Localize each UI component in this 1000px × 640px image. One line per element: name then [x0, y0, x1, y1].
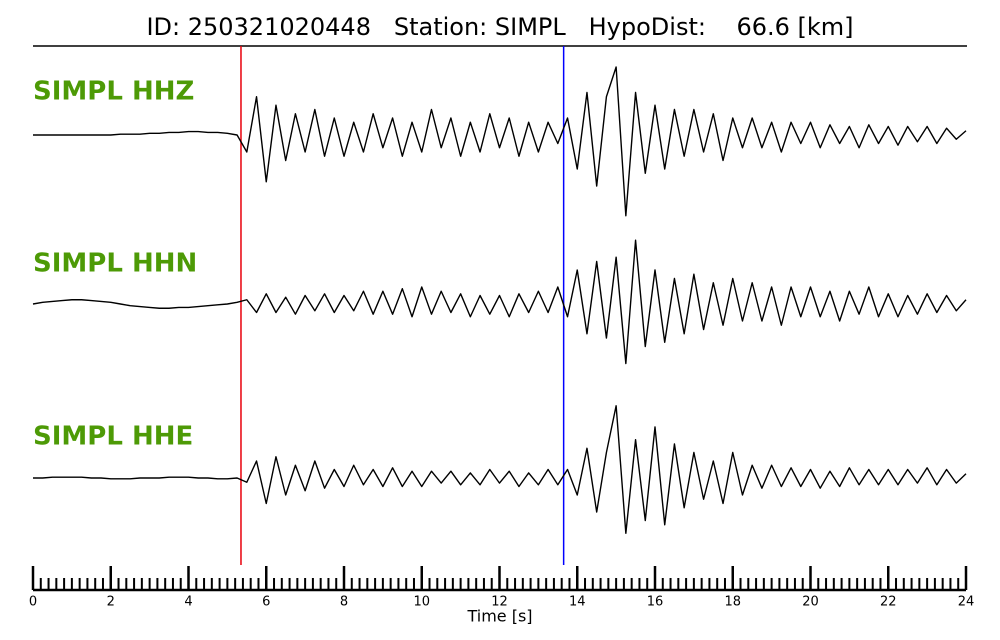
trace-label: SIMPL HHN — [33, 249, 197, 279]
chart-title: ID: 250321020448 Station: SIMPL HypoDist… — [146, 13, 853, 41]
x-tick-label: 22 — [880, 595, 897, 610]
x-tick-label: 2 — [107, 595, 115, 610]
x-axis-label: Time [s] — [466, 607, 532, 626]
x-tick-label: 24 — [958, 595, 975, 610]
x-tick-label: 10 — [413, 595, 430, 610]
waveform — [33, 405, 967, 534]
waveform — [33, 66, 967, 217]
x-tick-label: 0 — [29, 595, 37, 610]
waveform — [32, 239, 967, 365]
x-tick-label: 6 — [262, 595, 270, 610]
x-tick-label: 16 — [647, 595, 664, 610]
x-tick-label: 18 — [724, 595, 741, 610]
x-tick-label: 8 — [340, 595, 348, 610]
trace-label: SIMPL HHZ — [33, 77, 194, 107]
trace-label: SIMPL HHE — [33, 422, 193, 452]
x-tick-label: 4 — [184, 595, 192, 610]
x-tick-label: 14 — [569, 595, 586, 610]
x-tick-label: 20 — [802, 595, 819, 610]
x-tick-label: 12 — [491, 595, 508, 610]
